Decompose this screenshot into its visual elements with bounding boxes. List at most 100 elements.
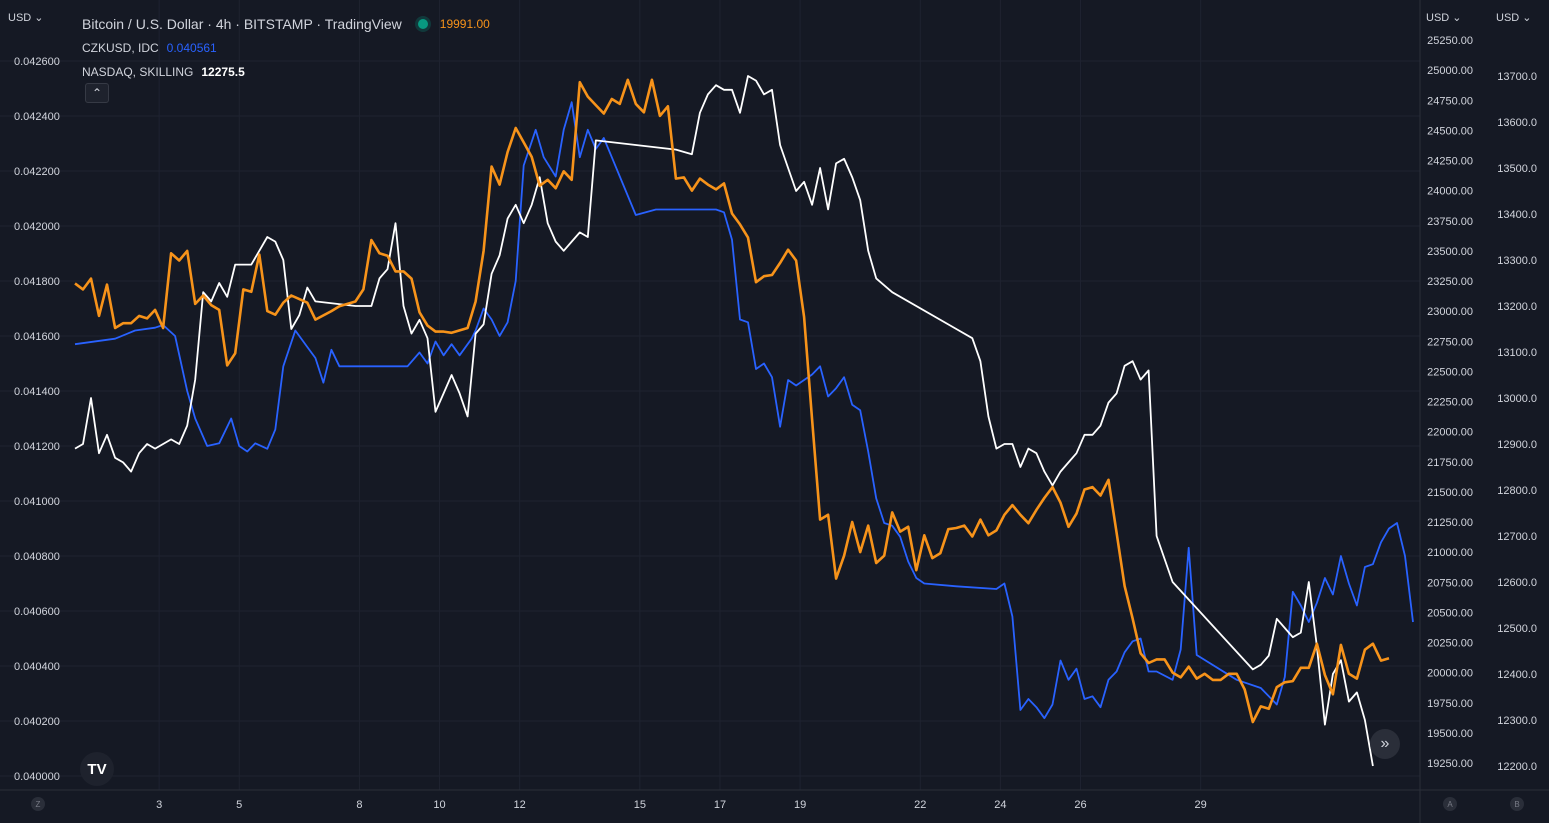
czk-series-label: CZKUSD, IDC [82, 41, 159, 55]
y-tick-label: 0.040200 [14, 716, 60, 728]
x-tick-label: 5 [236, 799, 242, 811]
nasdaq-series-value: 12275.5 [201, 65, 245, 79]
y-tick-label: 13300.0 [1497, 255, 1537, 267]
y-tick-label: 21250.00 [1427, 517, 1473, 529]
y-tick-label: 12400.0 [1497, 669, 1537, 681]
time-axis[interactable]: 3 5 8 10 12 15 17 19 22 24 26 29 [156, 799, 1207, 811]
y-tick-label: 23500.00 [1427, 246, 1473, 258]
x-tick-label: 3 [156, 799, 162, 811]
main-series-price: 19991.00 [439, 17, 490, 31]
y-tick-label: 21750.00 [1427, 457, 1473, 469]
zoom-reset-button[interactable]: Z [31, 797, 45, 811]
y-tick-label: 20500.00 [1427, 607, 1473, 619]
double-chevron-right-icon: » [1380, 735, 1390, 752]
y-tick-label: 0.042400 [14, 111, 60, 123]
right-price-axis-nasdaq[interactable]: 13700.0 13600.0 13500.0 13400.0 13300.0 13200… [1497, 71, 1537, 773]
y-tick-label: 0.041600 [14, 331, 60, 343]
czk-series-legend[interactable]: CZKUSD, IDC 0.040561 [82, 36, 490, 60]
y-tick-label: 12200.0 [1497, 761, 1537, 773]
y-tick-label: 0.040800 [14, 551, 60, 563]
y-tick-label: 12700.0 [1497, 531, 1537, 543]
y-tick-label: 22750.00 [1427, 336, 1473, 348]
main-series-title: Bitcoin / U.S. Dollar · 4h · BITSTAMP · … [82, 16, 402, 32]
tradingview-logo-icon[interactable]: TV [80, 752, 114, 786]
y-tick-label: 22000.00 [1427, 427, 1473, 439]
y-tick-label: 0.041200 [14, 441, 60, 453]
y-tick-label: 22500.00 [1427, 366, 1473, 378]
y-tick-label: 13600.0 [1497, 117, 1537, 129]
x-tick-label: 8 [356, 799, 362, 811]
main-series-legend[interactable]: Bitcoin / U.S. Dollar · 4h · BITSTAMP · … [82, 12, 490, 36]
y-tick-label: 20250.00 [1427, 638, 1473, 650]
x-tick-label: 12 [514, 799, 526, 811]
y-tick-label: 24750.00 [1427, 95, 1473, 107]
x-tick-label: 22 [914, 799, 926, 811]
right2-currency-selector[interactable]: USD ⌄ [1496, 12, 1532, 24]
y-tick-label: 13700.0 [1497, 71, 1537, 83]
y-tick-label: 23000.00 [1427, 306, 1473, 318]
y-tick-label: 25000.00 [1427, 65, 1473, 77]
y-tick-label: 13500.0 [1497, 163, 1537, 175]
y-tick-label: 0.041400 [14, 386, 60, 398]
y-tick-label: 19750.00 [1427, 698, 1473, 710]
chevron-up-icon: ⌃ [91, 86, 103, 100]
left-currency-selector[interactable]: USD ⌄ [8, 12, 44, 24]
y-tick-label: 20750.00 [1427, 577, 1473, 589]
y-tick-label: 22250.00 [1427, 397, 1473, 409]
x-tick-label: 29 [1195, 799, 1207, 811]
y-tick-label: 25250.00 [1427, 35, 1473, 47]
chart-legend: Bitcoin / U.S. Dollar · 4h · BITSTAMP · … [82, 12, 490, 84]
right1-currency-selector[interactable]: USD ⌄ [1426, 12, 1462, 24]
right1-currency-label: USD [1426, 12, 1450, 24]
market-status-icon [417, 19, 428, 29]
y-tick-label: 0.042000 [14, 221, 60, 233]
y-tick-label: 0.041800 [14, 276, 60, 288]
y-tick-label: 23250.00 [1427, 276, 1473, 288]
y-tick-label: 13000.0 [1497, 393, 1537, 405]
y-tick-label: 20000.00 [1427, 668, 1473, 680]
scroll-to-realtime-button[interactable]: » [1370, 729, 1400, 759]
y-tick-label: 13100.0 [1497, 347, 1537, 359]
czk-series-value: 0.040561 [166, 41, 217, 55]
y-tick-label: 0.041000 [14, 496, 60, 508]
nasdaq-series-label: NASDAQ, SKILLING [82, 65, 194, 79]
y-tick-label: 21000.00 [1427, 547, 1473, 559]
y-tick-label: 23750.00 [1427, 216, 1473, 228]
x-tick-label: 19 [794, 799, 806, 811]
nasdaq-series-legend[interactable]: NASDAQ, SKILLING 12275.5 [82, 60, 490, 84]
auto-scale-label: A [1447, 799, 1453, 809]
right2-currency-label: USD [1496, 12, 1520, 24]
y-tick-label: 21500.00 [1427, 487, 1473, 499]
y-tick-label: 19500.00 [1427, 728, 1473, 740]
y-tick-label: 12500.0 [1497, 623, 1537, 635]
x-tick-label: 10 [433, 799, 445, 811]
right-price-axis-btc[interactable]: 25250.00 25000.00 24750.00 24500.00 24250.00… [1427, 35, 1473, 770]
x-tick-label: 17 [714, 799, 726, 811]
left-price-axis[interactable]: 0.042600 0.042400 0.042200 0.042000 0.041800… [14, 56, 60, 783]
y-tick-label: 13200.0 [1497, 301, 1537, 313]
y-tick-label: 24000.00 [1427, 186, 1473, 198]
left-currency-label: USD [8, 12, 32, 24]
y-tick-label: 12900.0 [1497, 439, 1537, 451]
czkusd-line [74, 101, 1414, 720]
tradingview-logo-text: TV [87, 760, 107, 778]
y-tick-label: 12800.0 [1497, 485, 1537, 497]
b-scale-button[interactable]: B [1510, 797, 1524, 811]
collapse-legend-button[interactable]: ⌃ [85, 83, 109, 103]
y-tick-label: 0.042600 [14, 56, 60, 68]
y-tick-label: 24250.00 [1427, 156, 1473, 168]
y-tick-label: 0.042200 [14, 166, 60, 178]
btcusd-line [74, 78, 1390, 724]
x-tick-label: 26 [1074, 799, 1086, 811]
y-tick-label: 0.040000 [14, 771, 60, 783]
b-scale-label: B [1514, 799, 1520, 809]
y-tick-label: 13400.0 [1497, 209, 1537, 221]
y-tick-label: 12300.0 [1497, 715, 1537, 727]
series-layer [74, 75, 1414, 767]
y-tick-label: 19250.00 [1427, 758, 1473, 770]
zoom-reset-label: Z [35, 799, 41, 809]
y-tick-label: 0.040600 [14, 606, 60, 618]
auto-scale-button[interactable]: A [1443, 797, 1457, 811]
